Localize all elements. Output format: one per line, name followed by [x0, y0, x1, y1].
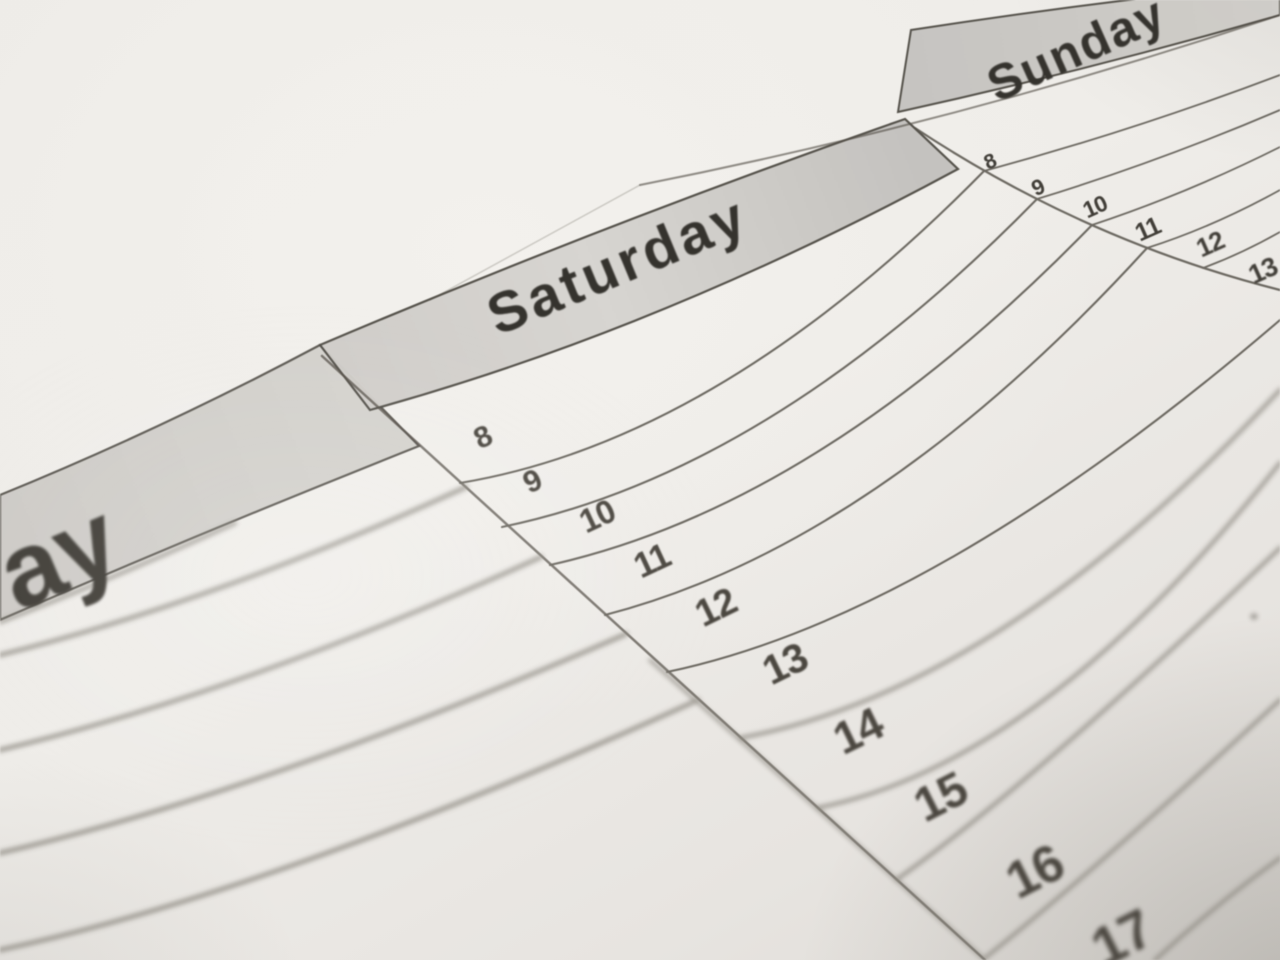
- row-line: [1036, 109, 1280, 200]
- row-line: [0, 631, 629, 856]
- row-line: [1202, 231, 1280, 269]
- sunday-header-band: [896, 0, 1280, 114]
- sheet-top-border: [639, 14, 1280, 186]
- row-line: [0, 554, 544, 753]
- row-line: [983, 698, 1280, 960]
- grid-lines-sharp: [320, 14, 1280, 960]
- row-line: [665, 318, 1280, 674]
- row-line: [815, 461, 1280, 810]
- paper-speck: [1250, 613, 1258, 620]
- friday-header-band: [0, 343, 421, 622]
- row-line: [983, 74, 1280, 172]
- row-line: [548, 223, 1094, 567]
- row-line: [738, 388, 1280, 740]
- saturday-header-band: [318, 117, 960, 412]
- sheet-top-border-faint: [429, 184, 641, 301]
- row-line: [0, 697, 701, 953]
- grid-lines-soft: [0, 388, 1280, 960]
- row-line: [603, 246, 1149, 617]
- row-line: [1153, 856, 1280, 960]
- row-line: [894, 546, 1280, 882]
- row-line: [1146, 189, 1280, 249]
- row-line: [458, 169, 986, 485]
- row-line: [0, 484, 469, 658]
- friday-band-bottom-soft: [0, 521, 237, 624]
- row-line: [500, 197, 1039, 529]
- row-line: [1091, 146, 1280, 226]
